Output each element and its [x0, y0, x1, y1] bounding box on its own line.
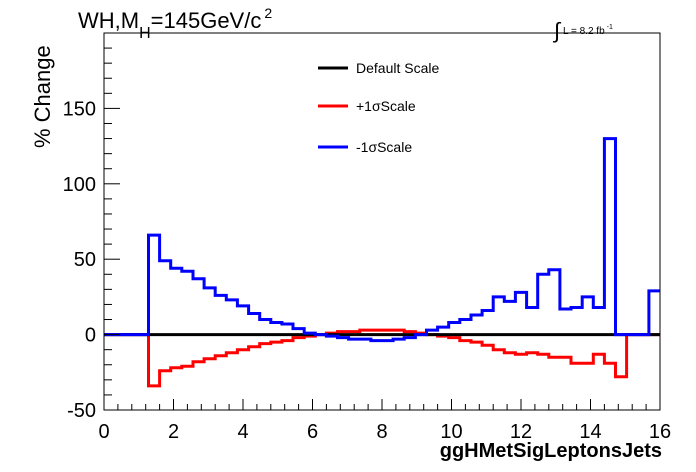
- x-tick-label: 0: [98, 421, 109, 443]
- series-line-2: [104, 137, 660, 343]
- x-tick-label: 6: [307, 421, 318, 443]
- y-tick-label: -50: [67, 400, 96, 422]
- integral-symbol: ∫: [554, 18, 561, 43]
- y-tick-label: 100: [63, 174, 96, 196]
- series-layer: [104, 137, 660, 388]
- y-tick-label: 150: [63, 98, 96, 120]
- title-superscript: 2: [264, 5, 273, 21]
- x-tick-label: 8: [376, 421, 387, 443]
- legend-label-1: +1σScale: [356, 98, 416, 114]
- y-axis-label: % Change: [30, 45, 55, 148]
- x-tick-label: 12: [510, 421, 532, 443]
- title-tail: =145GeV/c: [150, 8, 262, 33]
- y-tick-label: 50: [74, 249, 96, 271]
- luminosity-superscript: -1: [606, 24, 613, 31]
- x-tick-label: 2: [168, 421, 179, 443]
- x-axis-label: ggHMetSigLeptonsJets: [439, 440, 662, 462]
- x-tick-label: 10: [440, 421, 462, 443]
- series-line-1: [104, 328, 660, 388]
- x-tick-label: 16: [649, 421, 671, 443]
- plot-frame: [103, 32, 661, 411]
- x-tick-label: 14: [579, 421, 601, 443]
- legend: Default Scale +1σScale -1σScale: [318, 60, 439, 155]
- legend-label-0: Default Scale: [356, 60, 439, 76]
- luminosity-label: ∫ L = 8.2 fb -1: [554, 14, 613, 43]
- luminosity-text: L = 8.2 fb: [563, 26, 605, 37]
- x-tick-label: 4: [237, 421, 248, 443]
- title-subscript: H: [139, 25, 151, 42]
- legend-label-2: -1σScale: [356, 139, 412, 155]
- y-tick-label: 0: [85, 325, 96, 347]
- chart-title: WH,MH=145GeV/c 2: [78, 5, 273, 42]
- title-main: WH,M: [78, 8, 140, 33]
